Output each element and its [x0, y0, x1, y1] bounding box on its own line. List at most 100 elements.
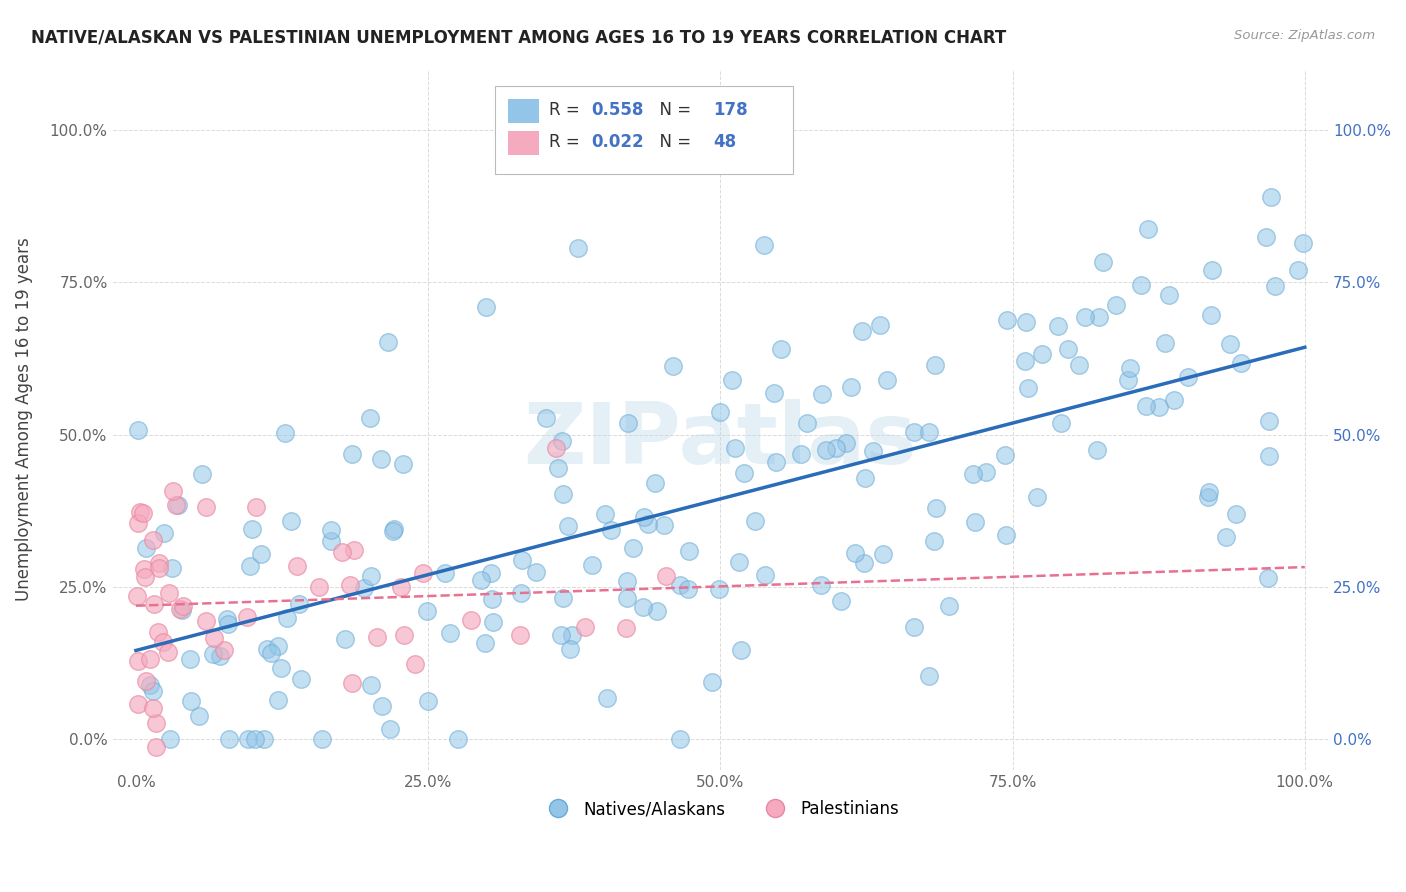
Point	[593, 507, 616, 521]
Point	[644, 476, 666, 491]
Point	[550, 628, 572, 642]
Text: ZIPatlas: ZIPatlas	[523, 399, 917, 482]
Point	[195, 500, 218, 514]
Point	[195, 614, 218, 628]
Point	[202, 648, 225, 662]
Point	[730, 643, 752, 657]
Point	[474, 636, 496, 650]
Point	[260, 647, 283, 661]
Point	[217, 611, 239, 625]
Text: 178: 178	[713, 101, 748, 119]
Point	[167, 498, 190, 512]
Point	[218, 732, 240, 747]
Point	[1229, 356, 1251, 370]
Point	[510, 552, 533, 566]
Point	[1254, 230, 1277, 244]
Point	[359, 410, 381, 425]
Point	[1199, 308, 1222, 322]
Point	[1015, 315, 1038, 329]
Point	[645, 604, 668, 618]
Point	[1157, 288, 1180, 302]
Point	[869, 318, 891, 333]
Point	[963, 515, 986, 529]
Point	[754, 567, 776, 582]
Point	[1017, 381, 1039, 395]
Point	[631, 600, 654, 615]
Point	[285, 559, 308, 574]
Point	[844, 546, 866, 560]
Point	[1057, 343, 1080, 357]
Point	[547, 461, 569, 475]
Point	[145, 740, 167, 755]
Point	[360, 678, 382, 692]
Point	[924, 358, 946, 372]
Point	[811, 386, 834, 401]
Point	[526, 565, 548, 579]
Point	[267, 693, 290, 707]
Point	[439, 625, 461, 640]
Point	[668, 732, 690, 747]
Point	[157, 586, 180, 600]
Point	[654, 569, 676, 583]
Point	[249, 547, 271, 561]
Point	[392, 628, 415, 642]
Point	[134, 570, 156, 584]
Point	[962, 467, 984, 481]
Point	[574, 620, 596, 634]
Point	[551, 434, 574, 449]
Point	[662, 359, 685, 374]
Point	[1286, 263, 1309, 277]
Point	[617, 416, 640, 430]
Point	[170, 603, 193, 617]
Point	[678, 543, 700, 558]
Point	[153, 525, 176, 540]
Point	[287, 598, 309, 612]
Point	[267, 639, 290, 653]
Point	[558, 641, 581, 656]
Point	[276, 611, 298, 625]
Point	[536, 410, 558, 425]
Point	[481, 591, 503, 606]
Point	[853, 471, 876, 485]
Text: 0.022: 0.022	[592, 133, 644, 151]
Text: 48: 48	[713, 133, 737, 151]
Point	[148, 561, 170, 575]
Point	[616, 574, 638, 588]
Point	[173, 599, 195, 613]
Point	[835, 436, 858, 450]
Point	[360, 569, 382, 583]
Point	[142, 683, 165, 698]
Point	[862, 443, 884, 458]
Point	[482, 615, 505, 630]
Point	[152, 635, 174, 649]
Point	[416, 694, 439, 708]
FancyBboxPatch shape	[495, 86, 793, 174]
Point	[1026, 490, 1049, 504]
Point	[769, 342, 792, 356]
Point	[707, 582, 730, 596]
Point	[1177, 369, 1199, 384]
Point	[377, 334, 399, 349]
Point	[754, 238, 776, 252]
Point	[127, 423, 149, 437]
Point	[243, 732, 266, 747]
Point	[652, 518, 675, 533]
Point	[720, 373, 742, 387]
Point	[188, 708, 211, 723]
Point	[1118, 360, 1140, 375]
Point	[614, 621, 637, 635]
Point	[872, 547, 894, 561]
Point	[744, 514, 766, 528]
Point	[416, 604, 439, 618]
Point	[796, 417, 818, 431]
Point	[637, 516, 659, 531]
Point	[342, 542, 364, 557]
Point	[1069, 358, 1091, 372]
Point	[366, 630, 388, 644]
Point	[567, 241, 589, 255]
Point	[353, 581, 375, 595]
FancyBboxPatch shape	[508, 131, 540, 155]
Point	[709, 405, 731, 419]
Point	[546, 441, 568, 455]
Point	[433, 566, 456, 581]
